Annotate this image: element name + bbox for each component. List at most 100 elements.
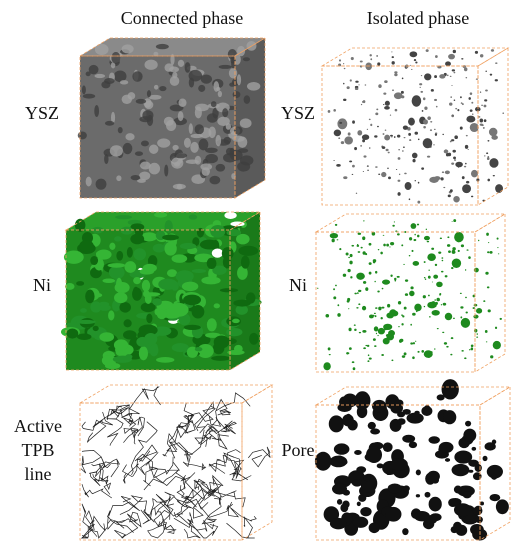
particle: [340, 504, 348, 513]
grain: [140, 162, 151, 170]
grain: [169, 67, 179, 73]
grain: [216, 135, 222, 146]
particle: [460, 293, 462, 294]
row-label: Ni: [33, 275, 51, 295]
grain: [174, 153, 187, 158]
particle: [414, 59, 416, 61]
particle: [427, 253, 436, 261]
particle: [348, 257, 350, 258]
grain: [136, 99, 146, 104]
particle: [384, 80, 388, 83]
particle: [411, 69, 412, 70]
particle: [355, 88, 359, 90]
particle: [349, 347, 352, 350]
particle: [399, 303, 401, 305]
particle: [390, 242, 394, 245]
particle: [471, 170, 478, 178]
particle: [346, 252, 349, 255]
grain: [149, 344, 158, 356]
particle: [483, 127, 485, 129]
particle: [448, 195, 451, 198]
grain: [146, 314, 152, 323]
grain: [152, 298, 161, 305]
grain: [198, 85, 205, 92]
particle: [350, 254, 353, 257]
particle: [385, 130, 387, 131]
grain: [132, 71, 142, 82]
particle: [497, 247, 498, 248]
particle: [448, 250, 451, 253]
particle: [447, 244, 450, 247]
grain: [178, 99, 186, 107]
particle: [417, 201, 420, 204]
particle: [425, 492, 431, 498]
particle: [455, 108, 457, 110]
particle: [433, 275, 438, 279]
grain: [233, 91, 241, 98]
particle: [343, 274, 346, 277]
particle: [411, 250, 413, 252]
particle: [435, 264, 437, 266]
particle: [452, 69, 455, 71]
particle: [427, 116, 431, 120]
particle: [341, 141, 344, 144]
particle: [434, 129, 436, 130]
particle: [436, 106, 438, 108]
particle: [468, 149, 469, 150]
particle: [488, 242, 489, 243]
particle: [407, 413, 424, 424]
particle: [405, 293, 408, 296]
particle: [441, 304, 442, 305]
particle: [417, 235, 419, 238]
grain: [109, 266, 125, 279]
particle: [375, 315, 377, 317]
particle: [387, 167, 388, 169]
particle: [465, 269, 466, 270]
particle: [344, 136, 353, 144]
particle: [462, 103, 464, 105]
grain: [76, 320, 96, 324]
particle: [403, 485, 410, 491]
particle: [432, 310, 440, 316]
grain: [143, 264, 157, 273]
column-header: Isolated phase: [367, 8, 469, 28]
particle: [360, 145, 362, 147]
particle: [344, 68, 346, 69]
particle: [471, 347, 474, 350]
particle: [352, 174, 354, 175]
particle: [481, 105, 482, 106]
particle: [462, 184, 471, 193]
particle: [423, 97, 426, 100]
particle: [476, 333, 478, 335]
grain: [183, 295, 201, 306]
grain: [244, 95, 251, 104]
particle: [401, 244, 403, 246]
particle: [394, 278, 396, 281]
particle: [351, 57, 354, 60]
particle: [366, 447, 382, 463]
particle: [337, 499, 342, 505]
grain: [211, 356, 230, 361]
particle: [377, 335, 378, 336]
particle: [390, 114, 391, 115]
particle: [392, 225, 395, 227]
particle: [431, 248, 434, 250]
particle: [342, 460, 347, 465]
grain: [154, 85, 158, 90]
particle: [387, 304, 390, 308]
grain: [114, 339, 128, 350]
grain: [174, 162, 180, 167]
particle: [343, 63, 344, 64]
particle: [350, 79, 352, 81]
particle: [386, 471, 390, 475]
particle: [480, 54, 483, 57]
particle: [424, 277, 426, 278]
particle: [346, 352, 349, 354]
grain: [127, 247, 133, 258]
particle: [386, 333, 394, 340]
particle: [478, 240, 479, 241]
grain: [118, 127, 123, 133]
particle: [424, 236, 430, 240]
particle: [466, 135, 468, 137]
particle: [391, 136, 393, 137]
